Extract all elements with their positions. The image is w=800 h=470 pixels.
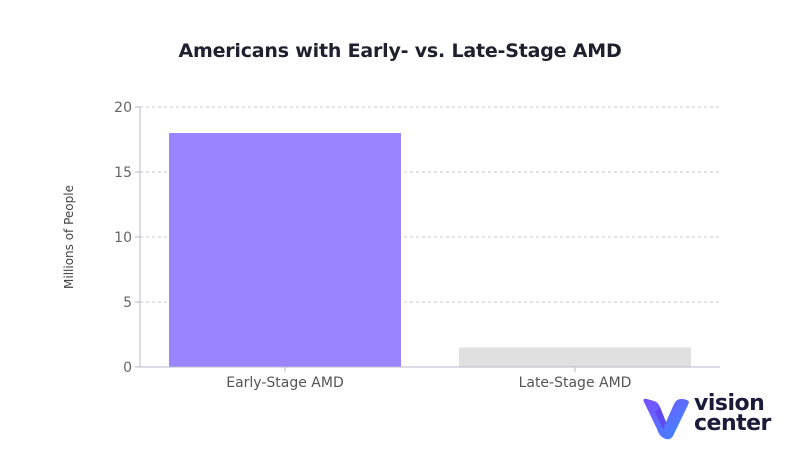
- y-tick-label: 15: [114, 165, 132, 181]
- logo-line-1: vision: [694, 391, 765, 416]
- y-tick-label: 20: [114, 100, 132, 116]
- x-tick-label: Early-Stage AMD: [226, 375, 344, 391]
- x-tick-label: Late-Stage AMD: [519, 375, 632, 391]
- bar: [169, 133, 401, 367]
- logo-line-2: center: [694, 411, 771, 436]
- y-axis-title: Millions of People: [62, 185, 76, 289]
- logo-wordmark: vision center: [694, 391, 771, 436]
- y-tick-label: 10: [114, 230, 132, 246]
- x-ticks: Early-Stage AMD Late-Stage AMD: [226, 367, 631, 391]
- bars: [169, 133, 691, 367]
- y-ticks: 0 5 10 15 20: [114, 100, 140, 376]
- y-tick-label: 0: [123, 360, 132, 376]
- bar: [459, 347, 691, 367]
- logo-v-icon: [643, 398, 689, 440]
- vision-center-logo: vision center: [640, 391, 790, 442]
- y-tick-label: 5: [123, 295, 132, 311]
- chart-title: Americans with Early- vs. Late-Stage AMD: [178, 40, 622, 62]
